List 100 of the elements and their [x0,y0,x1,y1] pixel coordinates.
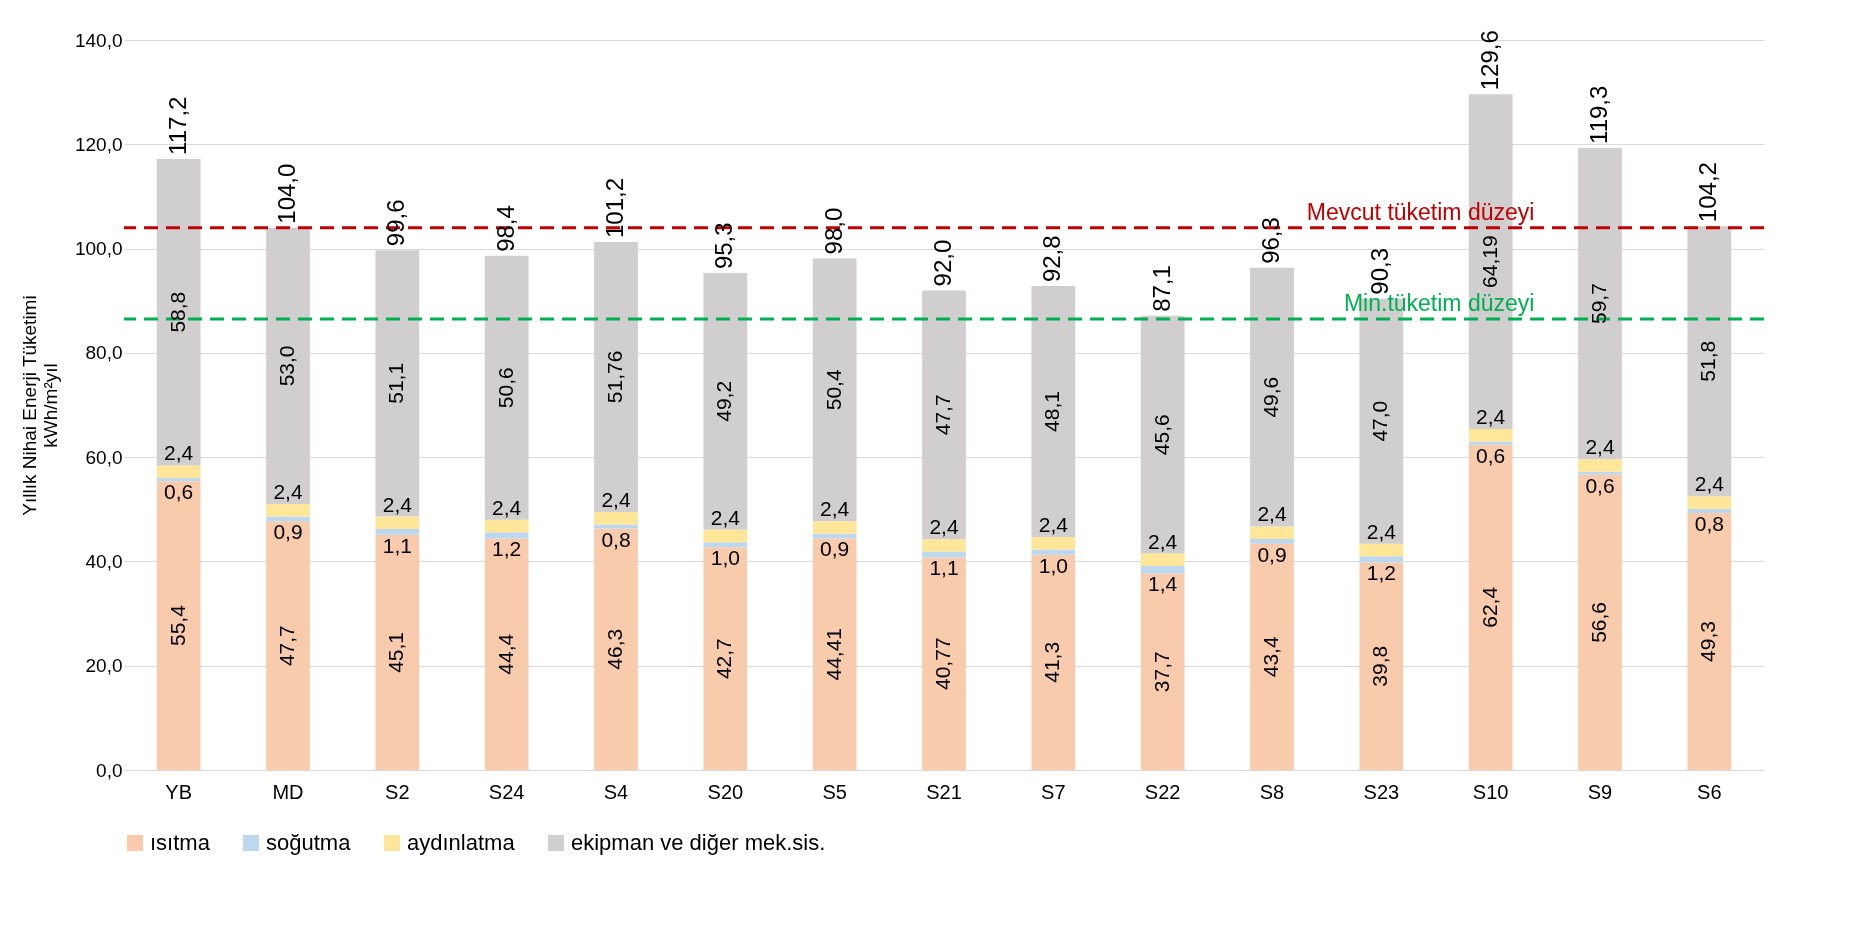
bar [594,511,638,525]
total-label: 101,2 [601,177,628,238]
bar [1578,471,1622,475]
bar [156,478,201,482]
bar [1250,543,1294,770]
bar [484,532,529,539]
total-label: 96,3 [1257,217,1284,264]
data-label: 0,9 [820,537,850,561]
bar [594,528,638,770]
bar [1687,496,1732,509]
bar [703,529,748,543]
bar [156,481,201,770]
total-label: 117,2 [163,96,191,155]
bar [266,521,310,770]
data-label: 2,4 [929,515,959,539]
data-label: 47,0 [1368,400,1392,442]
bar [1250,526,1294,540]
y-tick-label: 120,0 [74,133,123,155]
total-label: 95,3 [710,222,738,270]
data-label: 51,1 [384,362,408,404]
total-label: 87,1 [1147,265,1175,312]
data-label: 56,6 [1587,602,1610,643]
data-label: 50,6 [493,367,517,409]
x-tick-label: S22 [1144,780,1181,803]
data-label: 2,4 [382,492,413,516]
y-tick-label: 0,0 [96,759,123,781]
data-label: 2,4 [820,497,850,521]
bar [1468,444,1513,770]
y-tick-label: 140,0 [74,29,123,51]
data-label: 2,4 [1038,512,1069,536]
data-label: 53,0 [275,345,298,387]
data-label: 2,4 [1476,404,1506,428]
y-axis-title: Yıllık Nihai Enerji Tüketimi kWh/m²yıl [18,295,61,516]
x-tick-label: S4 [603,780,629,803]
data-label: 49,2 [712,380,736,422]
bar [1687,508,1732,513]
x-tick-label: S5 [822,780,847,803]
legend-label: ısıtma [150,830,211,855]
bar [1250,539,1294,544]
data-label: 49,3 [1696,621,1720,662]
data-label: 1,2 [1366,561,1396,585]
data-label: 47,7 [931,394,954,436]
ref-line-label: Mevcut tüketim düzeyi [1306,198,1535,225]
x-tick-label: S21 [926,780,962,803]
x-tick-label: S9 [1587,780,1613,803]
x-tick-label: MD [272,780,304,803]
data-label: 49,6 [1259,376,1282,418]
bar [1140,573,1185,770]
data-label: 45,1 [384,631,408,673]
data-label: 37,7 [1149,651,1173,693]
data-label: 2,4 [1257,502,1287,526]
total-label: 98,4 [491,205,519,252]
bar [922,557,966,770]
bar [1031,536,1076,550]
total-label: 92,8 [1038,235,1066,283]
x-tick-label: S7 [1041,780,1066,803]
bar [484,519,529,533]
data-label: 2,4 [710,505,741,529]
data-label: 41,3 [1040,641,1064,683]
total-label: 104,0 [273,163,300,224]
data-label: 2,4 [1585,435,1615,459]
data-label: 45,6 [1149,414,1173,456]
total-label: 99,6 [382,199,410,247]
data-label: 0,9 [1257,542,1287,566]
bar [1468,428,1513,442]
total-label: 92,0 [929,239,956,287]
data-label: 47,7 [275,625,298,667]
legend-label: soğutma [266,830,352,855]
data-label: 59,7 [1587,283,1610,325]
y-tick-label: 60,0 [85,446,123,468]
x-tick-label: S6 [1697,780,1722,803]
data-label: 0,6 [164,480,194,504]
data-label: 1,1 [382,533,412,557]
data-label: 1,2 [492,537,522,561]
total-label: 104,2 [1694,162,1722,223]
x-tick-label: S10 [1472,780,1509,803]
x-tick-label: S2 [385,780,410,803]
data-label: 0,6 [1476,443,1506,467]
data-label: 51,76 [603,350,626,404]
data-label: 64,19 [1477,235,1501,288]
x-tick-label: YB [165,780,193,803]
bar [484,538,529,770]
data-label: 1,0 [710,546,740,570]
bar [1031,549,1076,555]
data-label: 2,4 [492,495,522,519]
total-label: 98,0 [819,207,847,255]
y-tick-label: 40,0 [85,550,123,572]
bar [703,542,748,548]
bar [1359,543,1404,557]
data-label: 39,8 [1368,645,1392,687]
legend-label: aydınlatma [407,830,516,855]
data-label: 44,41 [821,627,845,681]
bar [1468,441,1513,445]
data-label: 1,1 [929,556,959,580]
total-label: 119,3 [1585,85,1612,144]
data-label: 46,3 [603,628,626,670]
x-tick-label: S8 [1259,780,1285,803]
x-tick-label: S23 [1363,780,1400,803]
data-label: 51,8 [1696,340,1720,382]
data-label: 42,7 [712,638,736,680]
